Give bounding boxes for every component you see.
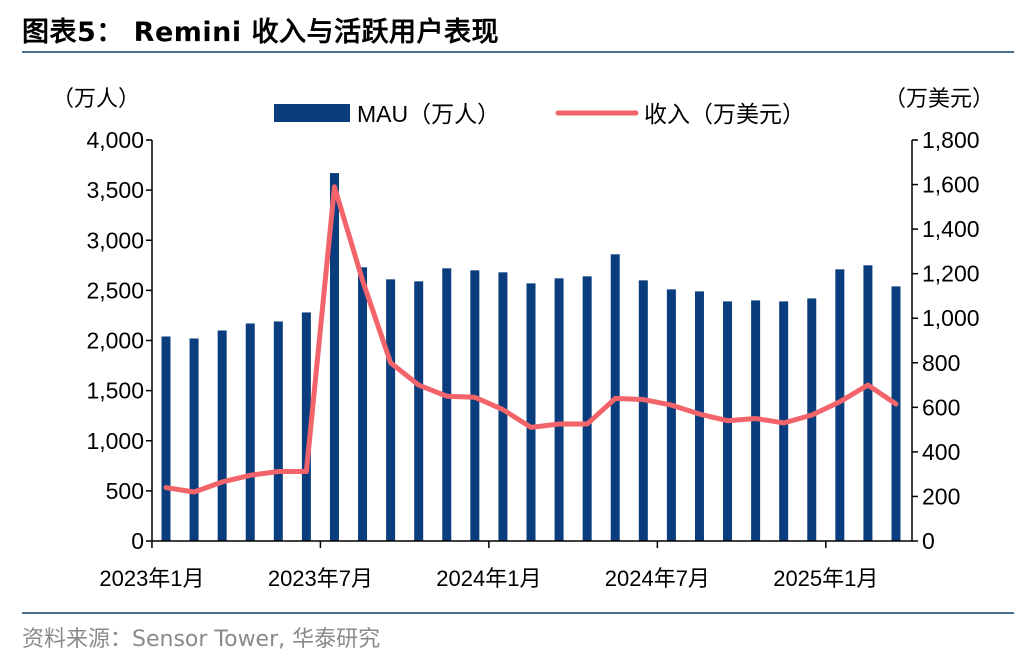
source-divider bbox=[22, 612, 1014, 614]
left-tick-label: 2,000 bbox=[86, 328, 144, 354]
left-tick-label: 4,000 bbox=[86, 127, 144, 153]
mau-bar bbox=[386, 279, 396, 541]
right-tick-label: 400 bbox=[922, 439, 960, 465]
x-tick-label: 2024年1月 bbox=[436, 566, 541, 591]
mau-bar bbox=[863, 265, 873, 541]
right-tick-label: 1,400 bbox=[922, 216, 980, 242]
right-tick-label: 1,800 bbox=[922, 127, 980, 153]
mau-bar bbox=[273, 321, 283, 541]
chart-axes: 0 500 1,000 1,500 2,000 2,500 3,000 3,500 4,000 0… bbox=[52, 86, 994, 591]
legend-revenue-label: 收入（万美元） bbox=[644, 101, 805, 127]
x-tick-label: 2025年1月 bbox=[773, 566, 878, 591]
source-note: 资料来源：Sensor Tower, 华泰研究 bbox=[22, 627, 381, 652]
left-tick-label: 3,500 bbox=[86, 177, 144, 203]
mau-bar bbox=[582, 276, 592, 541]
right-tick-label: 0 bbox=[922, 528, 935, 554]
right-axis-unit: （万美元） bbox=[884, 86, 994, 111]
x-tick-label: 2024年7月 bbox=[605, 566, 710, 591]
right-tick-label: 1,200 bbox=[922, 261, 980, 287]
mau-bar bbox=[217, 330, 227, 541]
title-divider bbox=[22, 51, 1014, 53]
mau-bar bbox=[301, 312, 311, 541]
right-tick-label: 800 bbox=[922, 350, 960, 376]
left-tick-label: 2,500 bbox=[86, 277, 144, 303]
right-tick-label: 600 bbox=[922, 394, 960, 420]
left-tick-label: 0 bbox=[131, 528, 144, 554]
left-axis-unit: （万人） bbox=[52, 86, 140, 111]
revenue-line bbox=[163, 184, 899, 495]
legend-mau-swatch bbox=[274, 104, 350, 122]
mau-bar bbox=[161, 336, 171, 541]
right-tick-label: 1,600 bbox=[922, 172, 980, 198]
mau-bars bbox=[161, 173, 901, 541]
chart-title: 图表5： Remini 收入与活跃用户表现 bbox=[22, 17, 500, 48]
mau-bar bbox=[638, 280, 648, 541]
mau-bar bbox=[807, 298, 817, 541]
mau-bar bbox=[666, 289, 676, 541]
mau-bar bbox=[891, 286, 901, 541]
mau-bar bbox=[414, 281, 424, 541]
mau-bar bbox=[189, 338, 199, 541]
mau-bar bbox=[245, 323, 255, 541]
mau-bar bbox=[498, 272, 508, 541]
x-tick-label: 2023年7月 bbox=[268, 566, 373, 591]
mau-bar bbox=[358, 267, 368, 541]
left-tick-label: 500 bbox=[106, 478, 144, 504]
legend-mau-label: MAU（万人） bbox=[357, 101, 500, 127]
mau-bar bbox=[526, 283, 536, 541]
right-tick-label: 1,000 bbox=[922, 305, 980, 331]
mau-bar bbox=[554, 278, 564, 541]
left-tick-label: 1,500 bbox=[86, 378, 144, 404]
mau-bar bbox=[470, 270, 480, 541]
left-tick-label: 3,000 bbox=[86, 227, 144, 253]
mau-bar bbox=[835, 269, 845, 541]
chart-legend: MAU（万人） 收入（万美元） bbox=[274, 101, 805, 127]
mau-bar bbox=[442, 268, 452, 541]
mau-bar bbox=[329, 173, 339, 541]
left-tick-label: 1,000 bbox=[86, 428, 144, 454]
x-tick-label: 2023年1月 bbox=[99, 566, 204, 591]
right-tick-label: 200 bbox=[922, 483, 960, 509]
